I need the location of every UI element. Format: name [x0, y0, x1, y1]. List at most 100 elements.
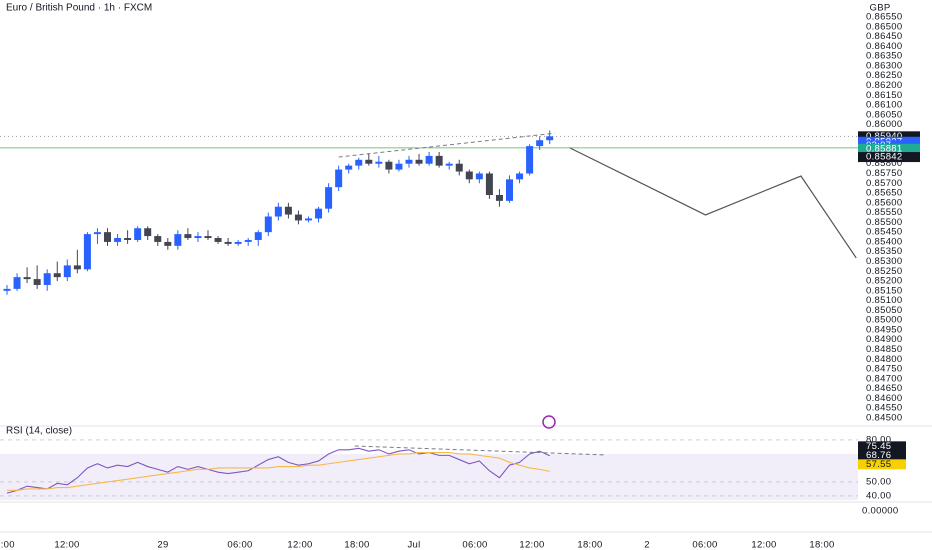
x-tick-label: 18:00 [344, 540, 369, 550]
y-tick-label: 0.85000 [866, 315, 902, 326]
rsi-value-label-bg [858, 441, 906, 452]
x-tick-label: 06:00 [462, 540, 487, 550]
candle-body [154, 236, 162, 242]
x-tick-label: 2 [644, 540, 650, 550]
y-tick-label: 0.86100 [866, 100, 902, 111]
price-label: 0.85881 [866, 143, 902, 154]
candle-body [465, 171, 473, 180]
candle-body [315, 208, 323, 219]
candle-body [224, 241, 232, 244]
candle-body [294, 214, 302, 221]
rsi-value-label: 75.45 [866, 441, 891, 452]
candle-body [23, 277, 31, 280]
candle-body [546, 136, 554, 141]
x-tick-label: Jul [407, 540, 420, 550]
rsi-value-label: 68.76 [866, 450, 891, 461]
candle-body [254, 232, 262, 240]
x-tick-label: 06:00 [227, 540, 252, 550]
candle-body [274, 206, 282, 217]
candle-body [485, 173, 493, 195]
rsi-title: RSI (14, close) [6, 426, 72, 437]
rsi-band [0, 453, 858, 500]
y-tick-label: 0.85200 [866, 276, 902, 287]
candle-body [455, 163, 463, 172]
y-tick-label: 0.85400 [866, 236, 902, 247]
candle-body [73, 265, 81, 270]
y-tick-label: 0.84800 [866, 354, 902, 365]
x-tick-label: 29 [157, 540, 168, 550]
y-tick-label: 0.86300 [866, 60, 902, 71]
rsi-tick-label: 40.00 [866, 490, 891, 501]
y-tick-label: 0.86000 [866, 119, 902, 130]
y-tick-label: 0.84900 [866, 334, 902, 345]
y-tick-label: 0.85050 [866, 305, 902, 316]
candle-body [284, 206, 292, 215]
y-tick-label: 0.86050 [866, 109, 902, 120]
y-tick-label: 0.85500 [866, 217, 902, 228]
y-tick-label: 0.85750 [866, 168, 902, 179]
candle-body [124, 238, 132, 240]
candle-body [134, 228, 142, 240]
rsi-tick-label: 50.00 [866, 476, 891, 487]
candle-body [83, 234, 91, 270]
y-tick-label: 0.84950 [866, 324, 902, 335]
candle-body [234, 241, 242, 244]
y-tick-label: 0.85250 [866, 266, 902, 277]
rsi-value-label: 57.55 [866, 459, 891, 470]
y-tick-label: 0.84500 [866, 412, 902, 423]
y-tick-label: 0.86250 [866, 70, 902, 81]
y-tick-label: 0.86550 [866, 12, 902, 23]
y-tick-label: 0.84700 [866, 373, 902, 384]
candle-body [335, 169, 343, 188]
candle-body [104, 232, 111, 242]
candle-body [385, 161, 393, 170]
candle-body [43, 273, 51, 285]
candle-body [33, 279, 41, 285]
price-label: 0.85842 [866, 152, 902, 163]
candle-body [93, 232, 101, 235]
chart-title: Euro / British Pound · 1h · FXCM [6, 3, 152, 14]
candle-body [506, 179, 513, 201]
y-tick-label: 0.84850 [866, 344, 902, 355]
y-tick-label: 0.85650 [866, 188, 902, 199]
candle-body [174, 234, 182, 246]
candle-body [244, 239, 252, 242]
rsi-value-label-bg [858, 450, 906, 461]
candle-body [264, 216, 272, 233]
x-tick-label: 12:00 [287, 540, 312, 550]
candle-body [375, 161, 383, 164]
candle-body [475, 173, 483, 180]
price-label-bg [858, 143, 920, 154]
x-tick-label: 12:00 [751, 540, 776, 550]
candle-body [63, 265, 71, 278]
rsi-line [7, 452, 550, 491]
y-tick-label: 0.85450 [866, 227, 902, 238]
candle-body [435, 155, 443, 166]
candle-body [204, 236, 212, 239]
y-tick-label: 0.86150 [866, 90, 902, 101]
candle-body [325, 187, 333, 209]
y-tick-label: 0.85300 [866, 256, 902, 267]
price-label-bg [858, 131, 920, 142]
candle-body [495, 194, 503, 201]
y-tick-label: 0.86500 [866, 21, 902, 32]
rsi-line [6, 447, 550, 494]
y-tick-label: 0.86450 [866, 31, 902, 42]
y-tick-label: 0.85100 [866, 295, 902, 306]
candle-body [415, 159, 423, 164]
candle-body [184, 234, 192, 239]
candle-body [445, 163, 453, 166]
candle-body [425, 155, 433, 164]
y-tick-label: 0.85150 [866, 285, 902, 296]
candle-body [526, 146, 534, 174]
candle-body [3, 288, 11, 291]
x-tick-label: 12:00 [54, 540, 79, 550]
event-icon[interactable] [542, 415, 556, 429]
y-tick-label: 0.86400 [866, 41, 902, 52]
x-tick-label: 06:00 [692, 540, 717, 550]
x-tick-label: 6:00 [0, 540, 15, 550]
x-tick-label: 18:00 [809, 540, 834, 550]
candle-body [194, 236, 202, 239]
candle-body [53, 273, 61, 278]
